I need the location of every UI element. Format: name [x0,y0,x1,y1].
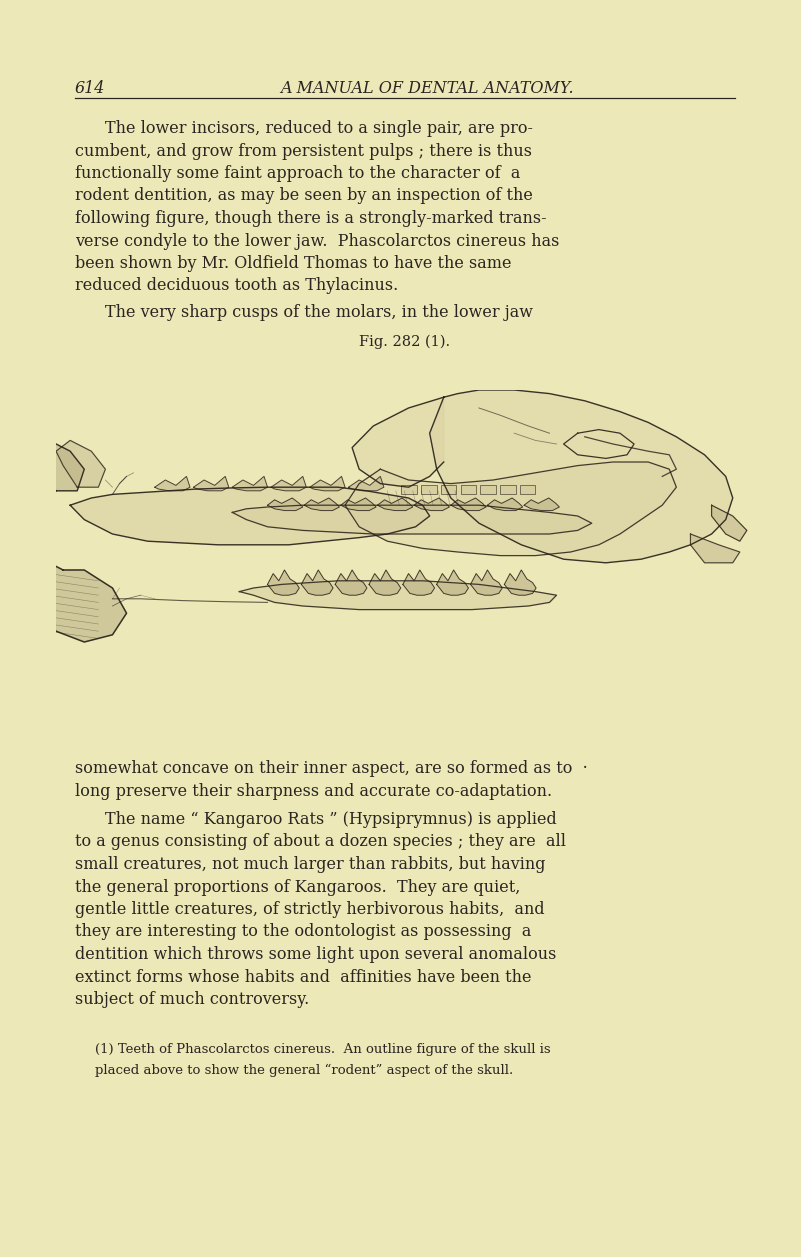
Text: long preserve their sharpness and accurate co-adaptation.: long preserve their sharpness and accura… [75,783,552,799]
Bar [481,485,496,494]
Polygon shape [429,390,733,563]
Text: gentle little creatures, of strictly herbivorous habits,  and: gentle little creatures, of strictly her… [75,901,545,918]
Polygon shape [377,498,413,510]
Bar [401,485,417,494]
Text: (1) Teeth of Phascolarctos cinereus.  An outline figure of the skull is: (1) Teeth of Phascolarctos cinereus. An … [95,1043,550,1056]
Text: somewhat concave on their inner aspect, are so formed as to  ·: somewhat concave on their inner aspect, … [75,760,588,777]
Bar [441,485,457,494]
Text: they are interesting to the odontologist as possessing  a: they are interesting to the odontologist… [75,924,531,940]
Text: rodent dentition, as may be seen by an inspection of the: rodent dentition, as may be seen by an i… [75,187,533,205]
Text: reduced deciduous tooth as Thylacinus.: reduced deciduous tooth as Thylacinus. [75,278,398,294]
Polygon shape [28,440,84,490]
Text: subject of much controversy.: subject of much controversy. [75,991,309,1008]
Text: small creatures, not much larger than rabbits, but having: small creatures, not much larger than ra… [75,856,545,874]
Text: cumbent, and grow from persistent pulps ; there is thus: cumbent, and grow from persistent pulps … [75,142,532,160]
Polygon shape [232,476,268,490]
Bar [461,485,476,494]
Text: dentition which throws some light upon several anomalous: dentition which throws some light upon s… [75,947,557,963]
Polygon shape [232,505,592,534]
Polygon shape [711,505,747,542]
Text: The lower incisors, reduced to a single pair, are pro-: The lower incisors, reduced to a single … [105,119,533,137]
Polygon shape [451,498,486,510]
Polygon shape [341,498,376,510]
Polygon shape [690,534,740,563]
Polygon shape [335,569,367,596]
Polygon shape [524,498,559,510]
Bar [520,485,535,494]
Text: functionally some faint approach to the character of  a: functionally some faint approach to the … [75,165,521,182]
Polygon shape [70,488,429,544]
Bar [421,485,437,494]
Polygon shape [35,563,127,642]
Polygon shape [488,498,523,510]
Polygon shape [194,476,229,490]
Polygon shape [155,476,190,490]
Polygon shape [310,476,345,490]
Text: extinct forms whose habits and  affinities have been the: extinct forms whose habits and affinitie… [75,968,532,985]
Polygon shape [271,476,306,490]
Text: Fig. 282 (1).: Fig. 282 (1). [360,334,450,349]
Text: the general proportions of Kangaroos.  They are quiet,: the general proportions of Kangaroos. Th… [75,879,521,895]
Text: to a genus consisting of about a dozen species ; they are  all: to a genus consisting of about a dozen s… [75,833,566,851]
Text: following figure, though there is a strongly-marked trans-: following figure, though there is a stro… [75,210,546,228]
Text: verse condyle to the lower jaw.  Phascolarctos cinereus has: verse condyle to the lower jaw. Phascola… [75,233,559,249]
Polygon shape [414,498,449,510]
Text: The name “ Kangaroo Rats ” (Hypsiprymnus) is applied: The name “ Kangaroo Rats ” (Hypsiprymnus… [105,811,557,828]
Polygon shape [56,440,106,488]
Polygon shape [345,463,676,556]
Polygon shape [505,569,536,596]
Polygon shape [304,498,340,510]
Polygon shape [352,397,444,488]
Polygon shape [403,569,435,596]
Polygon shape [239,581,557,610]
Bar [500,485,516,494]
Text: A MANUAL OF DENTAL ANATOMY.: A MANUAL OF DENTAL ANATOMY. [280,80,574,97]
Polygon shape [437,569,469,596]
Polygon shape [301,569,333,596]
Text: placed above to show the general “rodent” aspect of the skull.: placed above to show the general “rodent… [95,1065,513,1077]
Text: been shown by Mr. Oldfield Thomas to have the same: been shown by Mr. Oldfield Thomas to hav… [75,255,512,272]
Polygon shape [268,569,300,596]
Polygon shape [268,498,303,510]
Polygon shape [348,476,384,490]
Polygon shape [369,569,400,596]
Text: The very sharp cusps of the molars, in the lower jaw: The very sharp cusps of the molars, in t… [105,304,533,321]
Text: 614: 614 [75,80,106,97]
Polygon shape [470,569,502,596]
